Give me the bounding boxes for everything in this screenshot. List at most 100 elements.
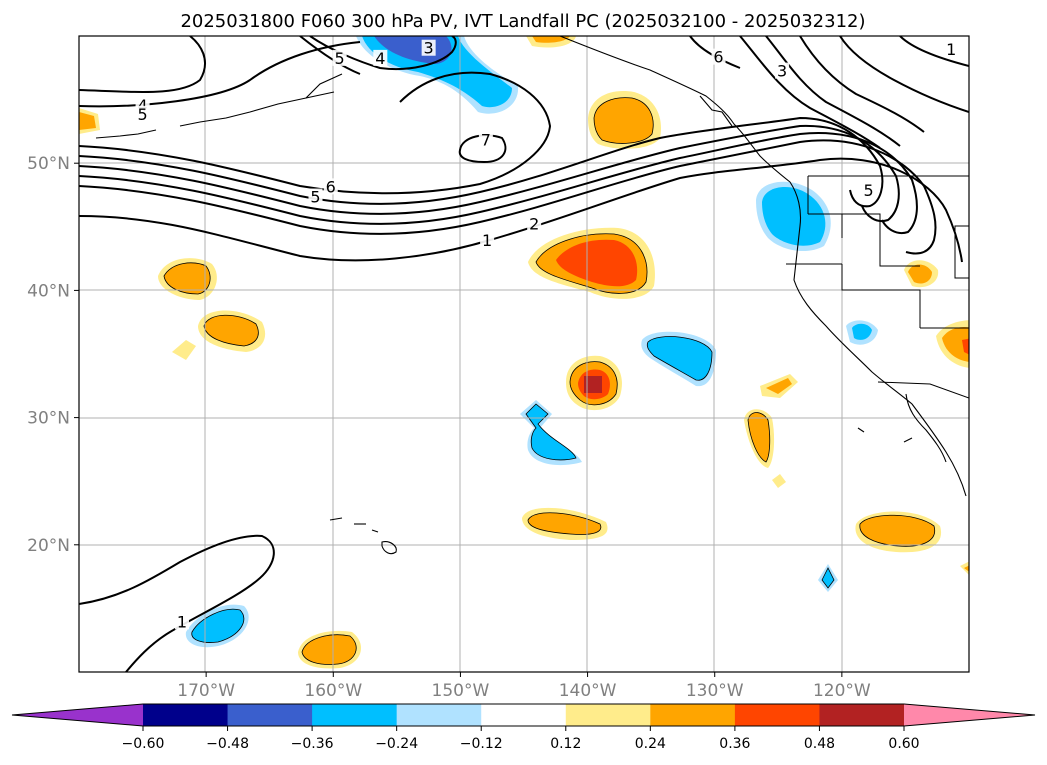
contour-label: 1 bbox=[177, 612, 187, 631]
pv-contour-5 bbox=[79, 116, 884, 208]
pv-contour-7 bbox=[458, 134, 507, 164]
colorbar-tick-label: −0.36 bbox=[291, 736, 334, 752]
shading-orange bbox=[302, 634, 357, 665]
shading-orange bbox=[859, 515, 935, 547]
coastlines bbox=[95, 36, 967, 555]
contour-label: 4 bbox=[137, 96, 147, 115]
contour-label: 5 bbox=[863, 181, 873, 200]
colorbar-tick-label: 0.24 bbox=[635, 736, 666, 752]
colorbar-segment bbox=[396, 704, 482, 726]
lon-tick-label: 170°W bbox=[177, 681, 235, 701]
colorbar-extend-min bbox=[12, 704, 143, 726]
colorbar-segment bbox=[650, 704, 736, 726]
contour-label-bg bbox=[421, 39, 436, 56]
contour-label-bg bbox=[478, 131, 493, 148]
lon-tick-label: 140°W bbox=[559, 681, 617, 701]
contour-label: 7 bbox=[481, 130, 491, 149]
pv-contour-east-4 bbox=[799, 36, 925, 133]
shading-orange bbox=[942, 327, 969, 362]
lat-tick-label: 30°N bbox=[27, 409, 70, 429]
pv-contour-east-6 bbox=[899, 36, 969, 67]
shading-orange bbox=[594, 97, 654, 144]
state-borders bbox=[786, 175, 969, 399]
pv-contour-6 bbox=[79, 71, 552, 195]
shading-deep-sky-blue bbox=[852, 323, 872, 340]
colorbar-segment bbox=[312, 704, 398, 726]
contour-label-bg bbox=[308, 188, 323, 205]
contour-label: 3 bbox=[777, 62, 787, 81]
colorbar-tick-label: −0.48 bbox=[206, 736, 249, 752]
colorbar-segment bbox=[143, 704, 229, 726]
colorbar-segment bbox=[565, 704, 651, 726]
pv-contour-east-2 bbox=[739, 36, 881, 149]
contour-label: 3 bbox=[424, 39, 434, 58]
pv-contour-2 bbox=[79, 139, 937, 255]
colorbar-extend-max bbox=[904, 704, 1035, 726]
pv-contour-4 bbox=[79, 124, 900, 222]
shading-red-orange bbox=[962, 338, 969, 355]
shading-orange bbox=[204, 315, 259, 346]
contour-label-bg bbox=[775, 62, 790, 79]
shading-orange bbox=[766, 378, 792, 394]
shading-dark-red bbox=[584, 376, 602, 393]
colorbar-tick-label: −0.12 bbox=[460, 736, 503, 752]
lat-tick-label: 40°N bbox=[27, 281, 70, 301]
pv-contour-east-5 bbox=[839, 36, 969, 113]
colorbar-tick-label: 0.48 bbox=[804, 736, 835, 752]
shading-outlines bbox=[163, 97, 936, 665]
shading-pale-yellow bbox=[772, 474, 786, 488]
colorbar-tick-label: −0.24 bbox=[375, 736, 418, 752]
colorbar: −0.60 −0.48 −0.36 −0.24 −0.12 0.12 0.24 0.36 0.4… bbox=[11, 703, 1036, 752]
shading-orange bbox=[79, 112, 96, 130]
contour-label: 6 bbox=[326, 177, 336, 196]
contour-label: 5 bbox=[310, 188, 320, 207]
colorbar-tick-label: 0.12 bbox=[550, 736, 581, 752]
shading-orange bbox=[964, 565, 969, 572]
contour-label: 1 bbox=[482, 231, 492, 250]
pv-contour-east-3 bbox=[765, 36, 901, 147]
pv-contour-east-1 bbox=[689, 36, 741, 69]
lon-tick-label: 160°W bbox=[304, 681, 362, 701]
shading-deep-sky-blue bbox=[647, 336, 712, 381]
lat-tick-label: 20°N bbox=[27, 536, 70, 556]
pv-contour-3 bbox=[79, 132, 918, 234]
shading-deep-sky-blue bbox=[822, 568, 834, 588]
colorbar-tick-label: 0.36 bbox=[719, 736, 750, 752]
shading-deep-sky-blue bbox=[762, 187, 826, 246]
ivt-positive-regions bbox=[79, 36, 969, 669]
ivt-negative-regions bbox=[185, 36, 878, 648]
shading-orange bbox=[528, 512, 601, 535]
contour-label-bg bbox=[480, 231, 495, 248]
contour-label: 5 bbox=[335, 49, 345, 68]
lon-tick-label: 120°W bbox=[813, 681, 871, 701]
contour-label-bg bbox=[861, 182, 876, 199]
contour-label-bg bbox=[323, 178, 338, 195]
contour-label-bg bbox=[174, 613, 189, 630]
pv-contours bbox=[79, 36, 969, 672]
contour-label: 4 bbox=[375, 49, 385, 68]
latitude-axis: 50°N 40°N 30°N 20°N bbox=[27, 154, 79, 556]
shading-pale-yellow bbox=[172, 340, 196, 360]
contour-label-bg bbox=[527, 215, 542, 232]
contour-label-bg bbox=[135, 105, 150, 122]
contour-label-bg bbox=[332, 49, 347, 66]
colorbar-segment bbox=[819, 704, 905, 726]
colorbar-segment bbox=[227, 704, 313, 726]
pv-contour-top-1 bbox=[299, 36, 361, 75]
shading-orange bbox=[908, 264, 932, 284]
longitude-axis: 170°W 160°W 150°W 140°W 130°W 120°W bbox=[177, 672, 871, 701]
shading-red-orange bbox=[556, 239, 638, 287]
contour-label-bg bbox=[711, 48, 726, 65]
figure-title: 2025031800 F060 300 hPa PV, IVT Landfall… bbox=[180, 11, 865, 32]
shading-orange bbox=[164, 262, 211, 294]
colorbar-segment bbox=[481, 704, 567, 726]
pv-contour-sw-1 bbox=[79, 534, 275, 672]
colorbar-tick-label: 0.60 bbox=[888, 736, 919, 752]
contour-label: 1 bbox=[946, 40, 956, 59]
lon-tick-label: 130°W bbox=[686, 681, 744, 701]
shading-orange bbox=[748, 412, 770, 462]
lon-tick-label: 150°W bbox=[432, 681, 490, 701]
contour-label-bg bbox=[944, 40, 959, 57]
